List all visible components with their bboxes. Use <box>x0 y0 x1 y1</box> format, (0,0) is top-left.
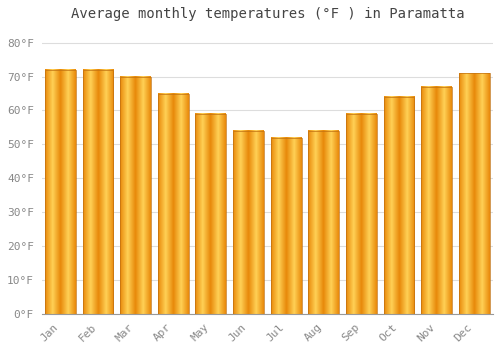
Bar <box>384 97 414 314</box>
Bar <box>158 93 188 314</box>
Bar <box>45 70 76 314</box>
Title: Average monthly temperatures (°F ) in Paramatta: Average monthly temperatures (°F ) in Pa… <box>70 7 464 21</box>
Bar <box>82 70 114 314</box>
Bar <box>308 131 339 314</box>
Bar <box>270 138 302 314</box>
Bar <box>196 114 226 314</box>
Bar <box>421 87 452 314</box>
Bar <box>459 73 490 314</box>
Bar <box>346 114 377 314</box>
Bar <box>233 131 264 314</box>
Bar <box>120 77 151 314</box>
